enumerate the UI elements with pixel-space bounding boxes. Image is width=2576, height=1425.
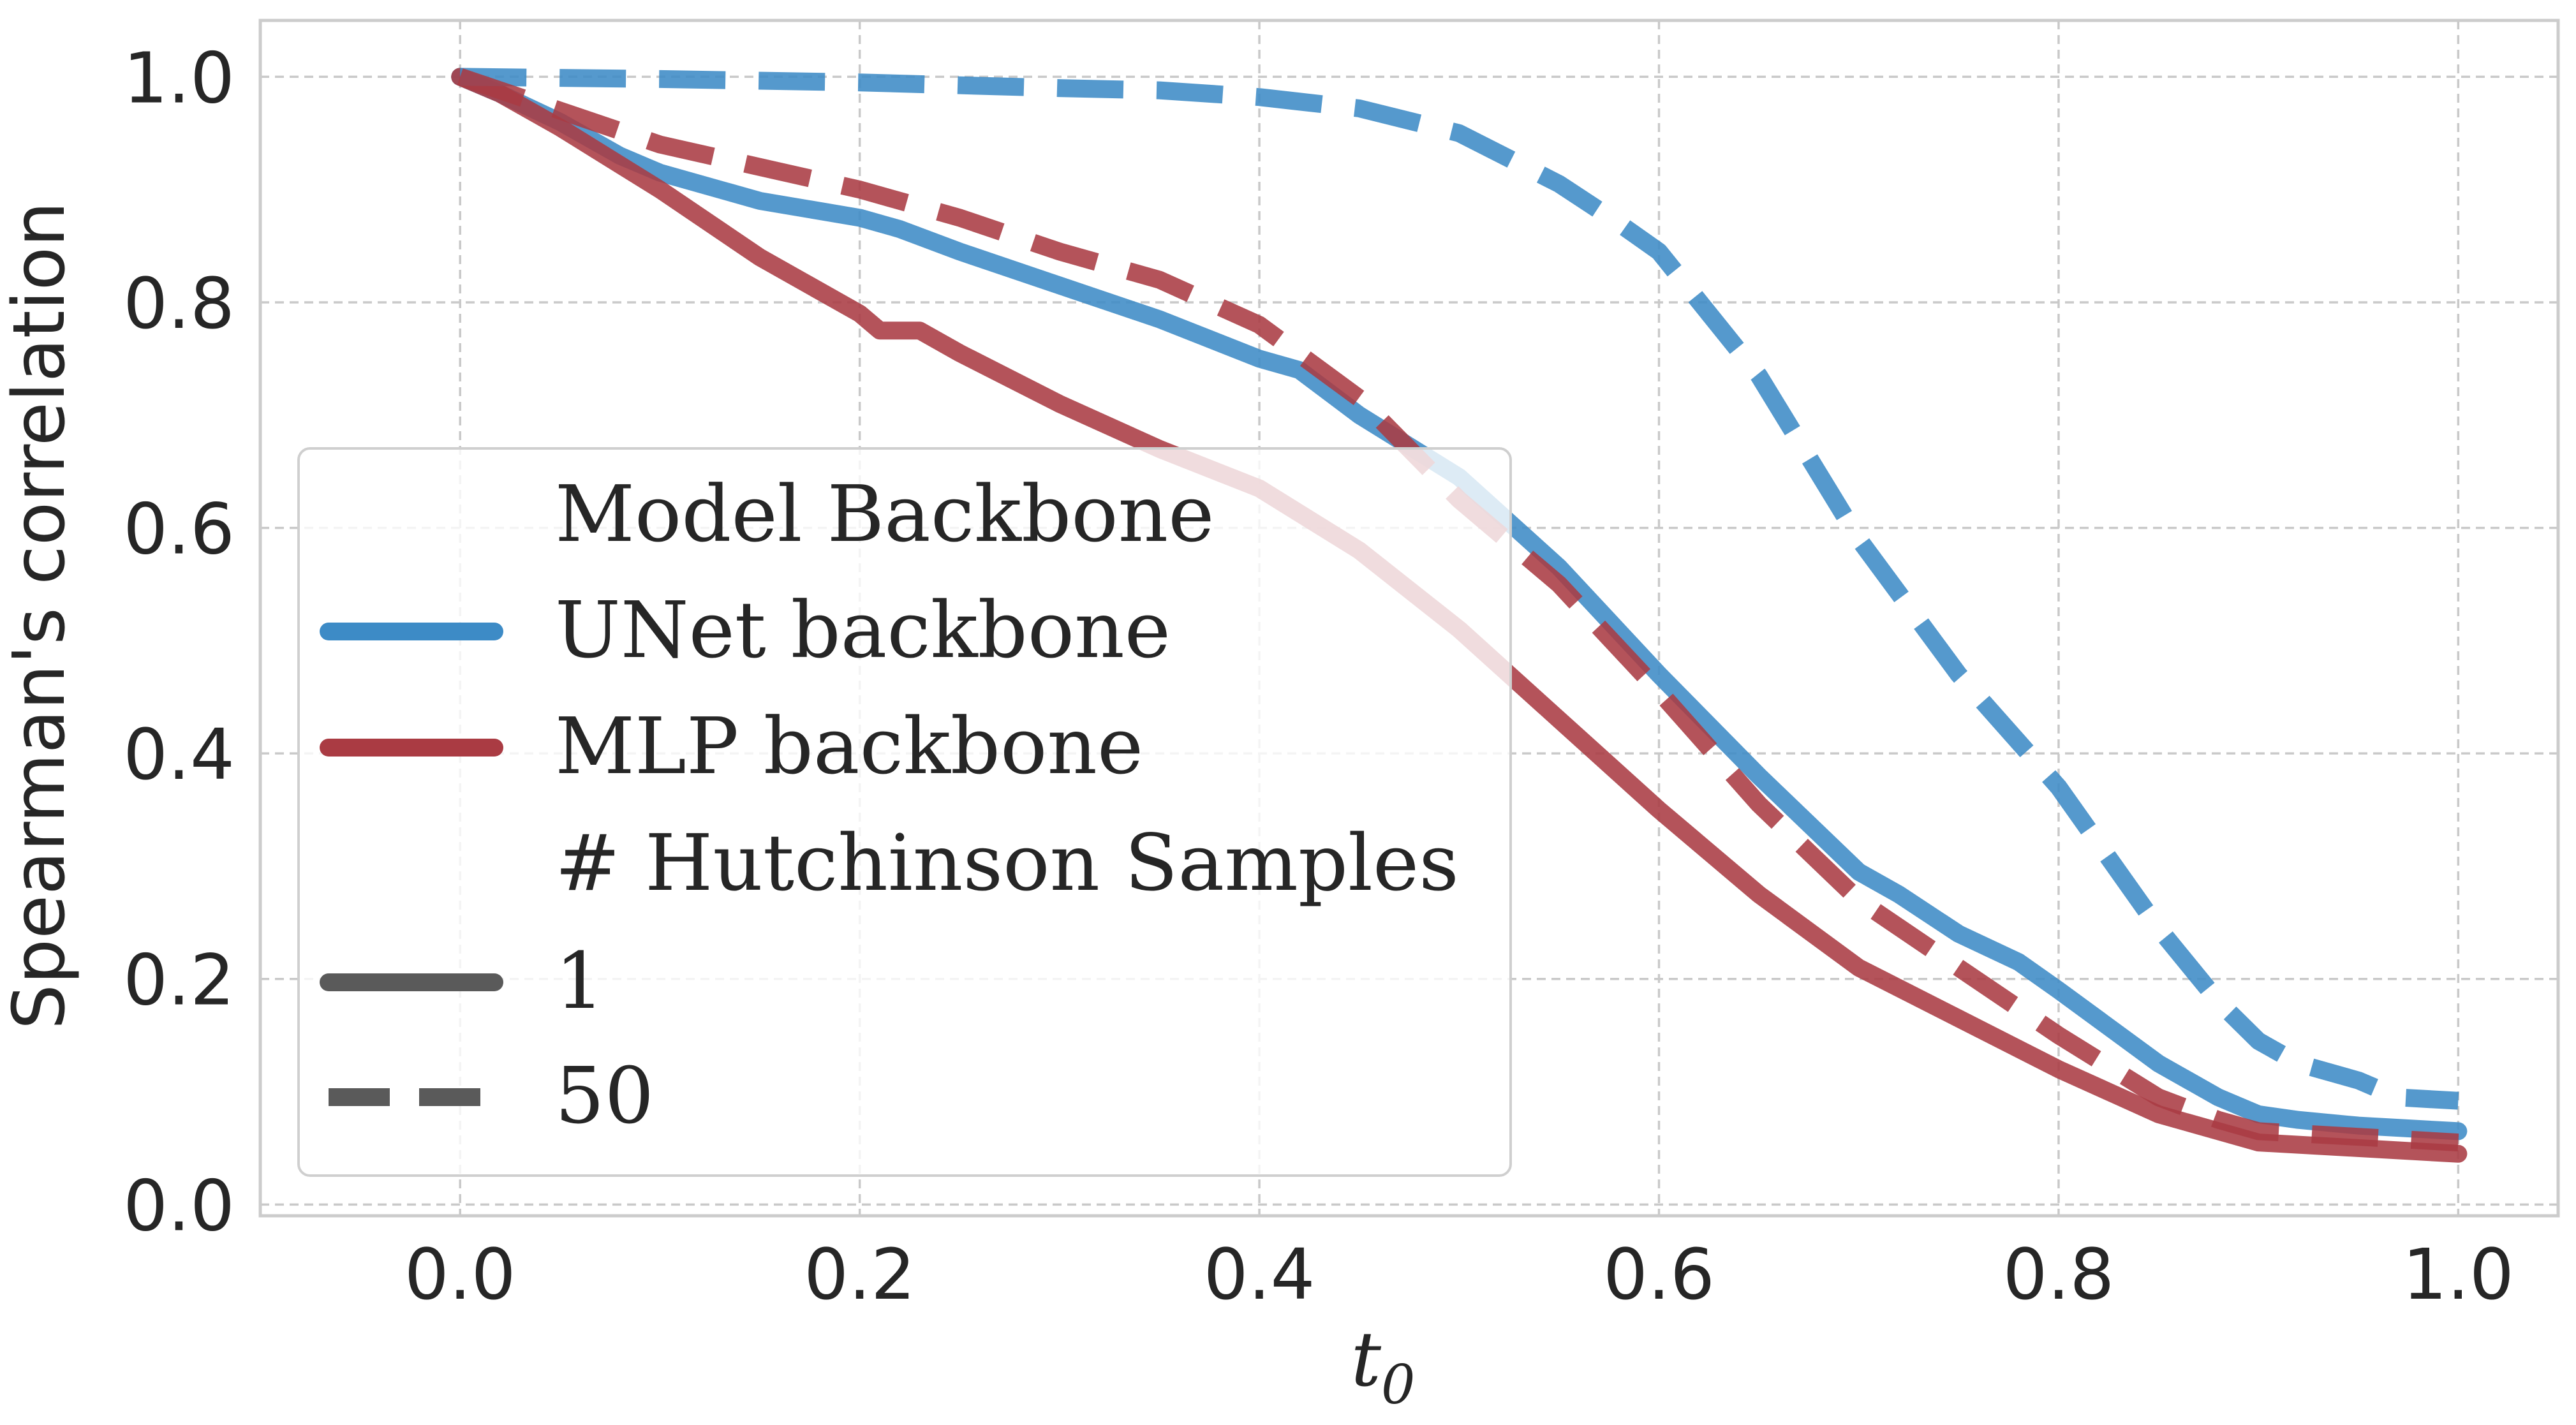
legend-box	[297, 447, 1512, 1177]
plot-area-frame	[258, 18, 2560, 1218]
legend-title-samples: # Hutchinson Samples	[555, 818, 1459, 908]
y-tick-label: 0.6	[123, 489, 235, 570]
x-axis-title-main: t	[1351, 1315, 1382, 1403]
series-line-mlp-50-samples	[457, 68, 2459, 1152]
y-tick-label: 0.0	[123, 1165, 235, 1246]
legend-label-one-sample: 1	[555, 936, 605, 1026]
legend-label-fifty-samples: 50	[555, 1051, 654, 1141]
y-tick-label: 0.2	[123, 940, 235, 1021]
x-axis-title-subscript: 0	[1381, 1354, 1415, 1416]
x-tick-label: 0.8	[2002, 1234, 2114, 1315]
legend-label-mlp: MLP backbone	[555, 701, 1143, 792]
x-tick-label: 0.2	[804, 1234, 915, 1315]
y-axis-title: Spearman's correlation	[0, 202, 81, 1030]
x-tick-label: 1.0	[2402, 1234, 2514, 1315]
y-tick-label: 0.8	[123, 263, 235, 344]
y-axis-ticks: 0.0 0.2 0.4 0.6 0.8 1.0	[123, 37, 235, 1246]
series-line-unet-50-samples	[460, 68, 2459, 1110]
legend-label-unet: UNet backbone	[555, 585, 1171, 676]
x-axis-ticks: 0.0 0.2 0.4 0.6 0.8 1.0	[404, 1234, 2514, 1315]
x-tick-label: 0.6	[1603, 1234, 1715, 1315]
x-axis-title: t0	[1351, 1315, 1416, 1416]
legend-title-backbone: Model Backbone	[555, 469, 1214, 559]
y-tick-label: 1.0	[123, 37, 235, 119]
legend: Model Backbone UNet backbone MLP backbon…	[297, 447, 1512, 1177]
x-tick-label: 0.0	[404, 1234, 516, 1315]
y-tick-label: 0.4	[123, 714, 235, 795]
x-tick-label: 0.4	[1204, 1234, 1315, 1315]
